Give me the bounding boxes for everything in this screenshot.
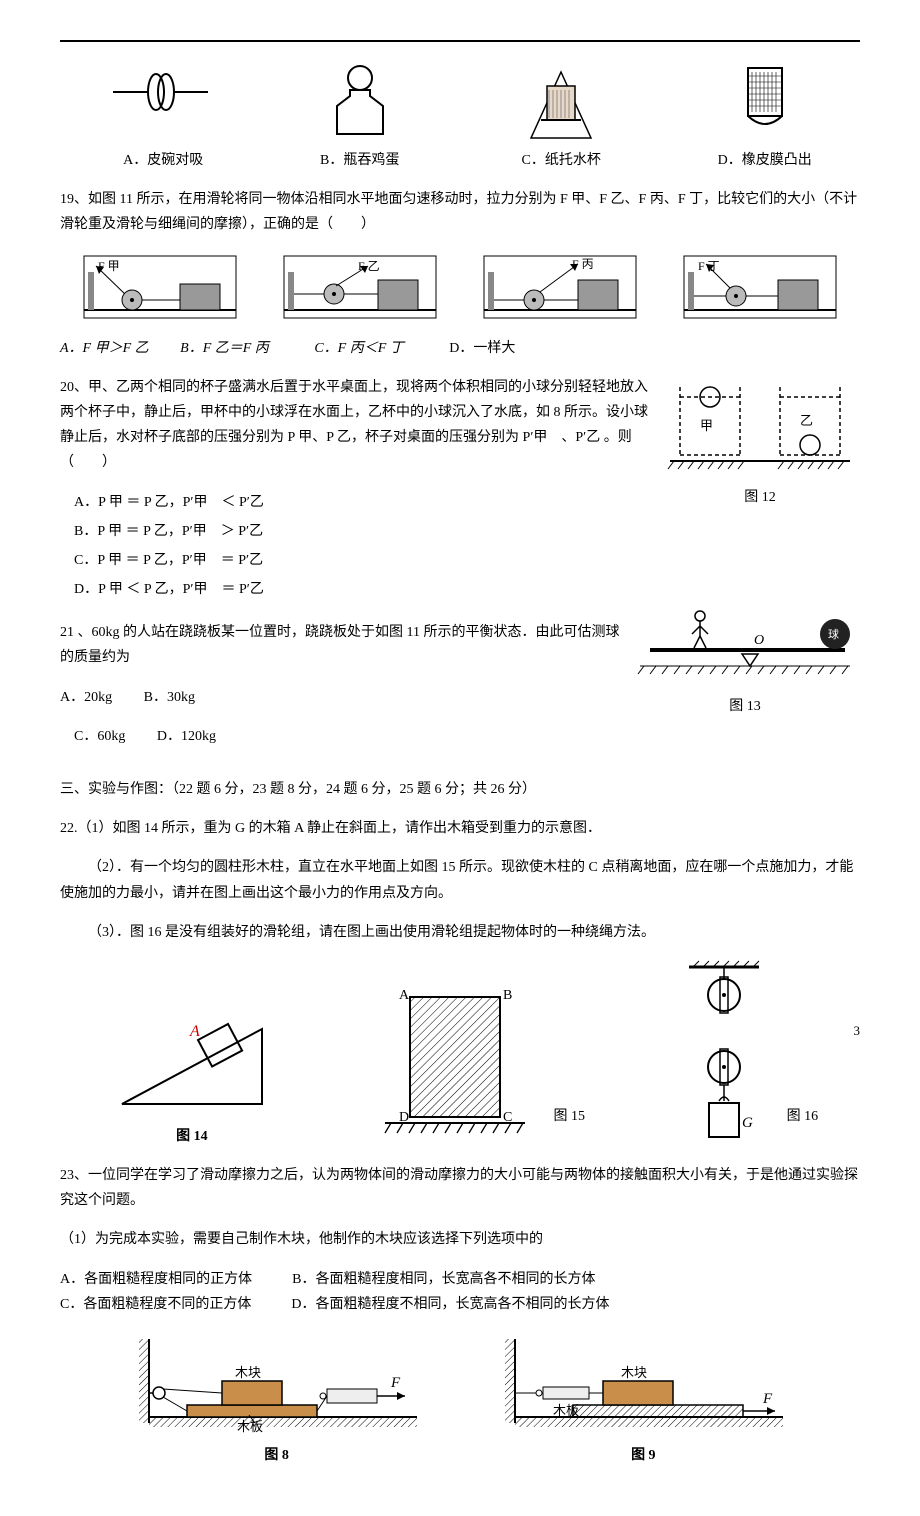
- q20-opt-c: C．P 甲 ＝ P 乙，P′甲 ＝ P′乙: [60, 548, 860, 573]
- q23-opt-a: A．各面粗糙程度相同的正方体: [60, 1267, 252, 1292]
- fig15: A B C D: [365, 979, 545, 1149]
- q22-p1: 22.（1）如图 14 所示，重为 G 的木箱 A 静止在斜面上，请作出木箱受到…: [60, 816, 860, 841]
- fig14: A: [102, 974, 282, 1124]
- q20-fig: 甲 乙: [660, 375, 860, 485]
- q18-opt-a: A．皮碗对吸: [123, 148, 203, 173]
- q21-opt-a: A．20kg: [60, 690, 112, 705]
- q19-stem: 19、如图 11 所示，在用滑轮将同一物体沿相同水平地面匀速移动时，拉力分别为 …: [60, 187, 860, 237]
- q18-opt-b: B．瓶吞鸡蛋: [320, 148, 399, 173]
- svg-text:A: A: [189, 1023, 200, 1040]
- svg-text:甲: 甲: [700, 418, 713, 433]
- q19-options: A．F 甲＞F 乙 B．F 乙＝F 丙 C．F 丙＜F 丁 D．一样大: [60, 336, 860, 361]
- q18-figures-row: A．皮碗对吸 B．瓶吞鸡蛋 C．纸托水杯: [60, 62, 860, 173]
- q21-opts-line2: C．60kg D．120kg: [60, 724, 860, 749]
- q21-opt-b: B．30kg: [144, 690, 195, 705]
- fig-membrane: [730, 62, 800, 142]
- svg-text:木块: 木块: [621, 1365, 647, 1380]
- fig9: 木板 木块 F: [493, 1333, 793, 1443]
- q23-opt-c: C．各面粗糙程度不同的正方体: [60, 1292, 251, 1317]
- fig-suction-cups: [108, 62, 218, 142]
- q19-fig-b: F 乙: [280, 252, 440, 322]
- q21-fig: O 球: [630, 606, 860, 696]
- q23-opts-row2: C．各面粗糙程度不同的正方体 D．各面粗糙程度不相同，长宽高各不相同的长方体: [60, 1292, 860, 1317]
- section3-title: 三、实验与作图：（22 题 6 分，23 题 8 分，24 题 6 分，25 题…: [60, 777, 860, 802]
- svg-text:B: B: [503, 988, 512, 1003]
- fig14-label: 图 14: [176, 1124, 208, 1149]
- fig-paper-cup: [501, 62, 621, 142]
- q18-opt-d: D．橡皮膜凸出: [718, 148, 812, 173]
- fig16-label: 图 16: [787, 1104, 819, 1129]
- q22-p2: （2）．有一个均匀的圆柱形木柱，直立在水平地面上如图 15 所示。现欲使木柱的 …: [60, 855, 860, 905]
- q23-opts-row1: A．各面粗糙程度相同的正方体 B．各面粗糙程度相同，长宽高各不相同的长方体: [60, 1267, 860, 1292]
- fig-bottle-egg: [315, 62, 405, 142]
- svg-text:木块: 木块: [235, 1365, 261, 1380]
- q20-opt-b: B．P 甲 ＝ P 乙，P′甲 ＞ P′乙: [60, 519, 860, 544]
- svg-text:G: G: [742, 1115, 753, 1131]
- svg-text:木板: 木板: [237, 1419, 263, 1434]
- fig9-label: 图 9: [631, 1443, 656, 1468]
- q23-opt-d: D．各面粗糙程度不相同，长宽高各不相同的长方体: [291, 1292, 609, 1317]
- svg-text:木板: 木板: [553, 1403, 579, 1418]
- page-rule: [60, 40, 860, 42]
- q19-fig-d: F 丁: [680, 252, 840, 322]
- q23-stem: 23、一位同学在学习了滑动摩擦力之后，认为两物体间的滑动摩擦力的大小可能与两物体…: [60, 1163, 860, 1213]
- q21-opt-c: C．60kg: [74, 729, 125, 744]
- fig16: G: [669, 959, 779, 1149]
- fig8-label: 图 8: [264, 1443, 289, 1468]
- svg-text:A: A: [399, 988, 410, 1003]
- q22-figures-row: A 图 14 A B C D 图 15: [60, 959, 860, 1149]
- q21-fig-label: 图 13: [630, 694, 860, 719]
- q20-opt-d: D．P 甲 ＜ P 乙，P′甲 ＝ P′乙: [60, 577, 860, 602]
- q19-opt-c: C．F 丙＜F 丁: [314, 341, 403, 356]
- q22-p3: （3）．图 16 是没有组装好的滑轮组，请在图上画出使用滑轮组提起物体时的一种绕…: [60, 920, 860, 945]
- page-number: 3: [854, 1019, 861, 1042]
- q19-opt-a: A．F 甲＞F 乙: [60, 341, 149, 356]
- svg-text:F: F: [390, 1375, 401, 1391]
- svg-text:O: O: [754, 633, 764, 648]
- q20-fig-label: 图 12: [660, 485, 860, 510]
- q23-opt-b: B．各面粗糙程度相同，长宽高各不相同的长方体: [292, 1267, 595, 1292]
- q23-p1: （1）为完成本实验，需要自己制作木块，他制作的木块应该选择下列选项中的: [60, 1227, 860, 1252]
- q19-figures-row: F 甲 F 乙 F 丙 F 丁: [60, 252, 860, 322]
- q19-opt-b: B．F 乙＝F 丙: [180, 341, 269, 356]
- fig8: 木板 木块 F: [127, 1333, 427, 1443]
- q19-opt-d: D．一样大: [449, 341, 515, 356]
- q21-opt-d: D．120kg: [157, 729, 216, 744]
- svg-text:球: 球: [828, 627, 839, 641]
- fig15-label: 图 15: [553, 1104, 585, 1129]
- q19-fig-a: F 甲: [80, 252, 240, 322]
- svg-text:F: F: [762, 1391, 773, 1407]
- svg-text:乙: 乙: [800, 413, 813, 428]
- q19-fig-c: F 丙: [480, 252, 640, 322]
- q18-opt-c: C．纸托水杯: [522, 148, 601, 173]
